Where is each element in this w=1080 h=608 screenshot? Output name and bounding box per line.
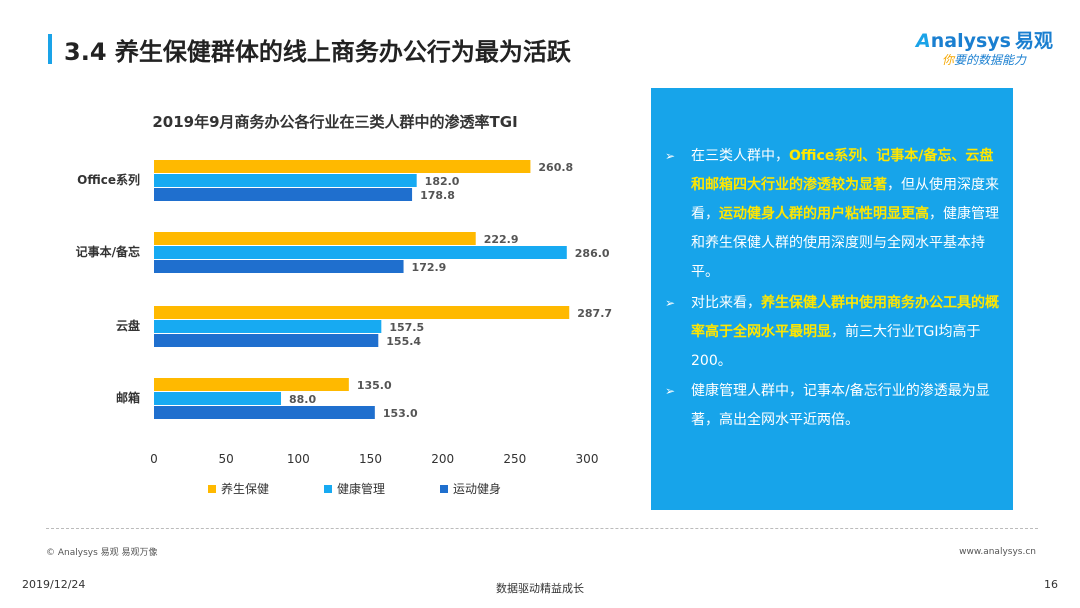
data-label: 157.5: [389, 321, 424, 334]
bar: [154, 378, 349, 391]
arrow-bullet-icon: ➢: [665, 149, 676, 163]
footer-date: 2019/12/24: [22, 578, 86, 591]
data-label: 182.0: [425, 175, 460, 188]
category-label: 记事本/备忘: [76, 244, 140, 259]
data-label: 222.9: [484, 233, 519, 246]
data-label: 287.7: [577, 307, 612, 320]
legend-label: 养生保健: [221, 481, 269, 496]
insight-bullet: ➢ 对比来看，养生保健人群中使用商务办公工具的概率高于全网水平最明显，前三大行业T…: [665, 289, 1000, 376]
bar: [154, 306, 570, 319]
website-link[interactable]: www.analysys.cn: [959, 547, 1036, 557]
category-label: 云盘: [116, 318, 140, 333]
insight-bullet: ➢ 健康管理人群中，记事本/备忘行业的渗透最为显著，高出全网水平近两倍。: [665, 377, 1000, 435]
bar: [154, 406, 375, 419]
data-label: 172.9: [412, 261, 447, 274]
x-tick-label: 300: [576, 452, 599, 466]
copyright-text: © Analysys 易观 易观万像: [46, 548, 158, 558]
bar: [154, 334, 379, 347]
x-tick-label: 150: [359, 452, 382, 466]
logo-tagline: 你要的数据能力: [942, 53, 1027, 67]
arrow-bullet-icon: ➢: [665, 296, 676, 310]
page-number: 16: [1044, 578, 1058, 591]
insight-text: 健康管理人群中，记事本/备忘行业的渗透最为显著，高出全网水平近两倍。: [691, 383, 990, 428]
chart-title: 2019年9月商务办公各行业在三类人群中的渗透率TGI: [152, 113, 518, 131]
category-label: Office系列: [77, 172, 140, 187]
bar: [154, 232, 476, 245]
x-tick-label: 100: [287, 452, 310, 466]
footer-slogan: 数据驱动精益成长: [496, 582, 584, 595]
data-label: 135.0: [357, 379, 392, 392]
data-label: 178.8: [420, 189, 455, 202]
data-label: 286.0: [575, 247, 610, 260]
legend-swatch: [324, 485, 332, 493]
legend-label: 健康管理: [337, 481, 385, 496]
bar: [154, 320, 382, 333]
data-label: 260.8: [538, 161, 573, 174]
data-label: 153.0: [383, 407, 418, 420]
insights-panel: ➢ 在三类人群中，Office系列、记事本/备忘、云盘和邮箱四大行业的渗透较为显著…: [651, 88, 1013, 510]
category-label: 邮箱: [116, 390, 140, 405]
analysys-logo: Analysys 易观 你要的数据能力: [916, 26, 1056, 72]
legend-swatch: [440, 485, 448, 493]
data-label: 155.4: [386, 335, 421, 348]
x-tick-label: 250: [503, 452, 526, 466]
page-title: 3.4 养生保健群体的线上商务办公行为最为活跃: [64, 38, 571, 66]
arrow-bullet-icon: ➢: [665, 384, 676, 398]
bar: [154, 174, 417, 187]
insight-text: 对比来看，养生保健人群中使用商务办公工具的概率高于全网水平最明显，前三大行业TG…: [691, 295, 999, 369]
bar: [154, 260, 404, 273]
x-tick-label: 200: [431, 452, 454, 466]
footer-divider: [46, 528, 1038, 529]
title-accent-bar: [48, 34, 52, 64]
bar: [154, 188, 413, 201]
legend-swatch: [208, 485, 216, 493]
data-label: 88.0: [289, 393, 316, 406]
bar: [154, 246, 567, 259]
bar: [154, 392, 282, 405]
x-tick-label: 0: [150, 452, 158, 466]
logo-wordmark: Analysys 易观: [916, 30, 1053, 52]
insight-bullet: ➢ 在三类人群中，Office系列、记事本/备忘、云盘和邮箱四大行业的渗透较为显著…: [665, 142, 1000, 287]
bar: [154, 160, 531, 173]
x-tick-label: 50: [219, 452, 234, 466]
legend-label: 运动健身: [453, 481, 501, 496]
insight-text: 在三类人群中，Office系列、记事本/备忘、云盘和邮箱四大行业的渗透较为显著，…: [691, 148, 999, 280]
